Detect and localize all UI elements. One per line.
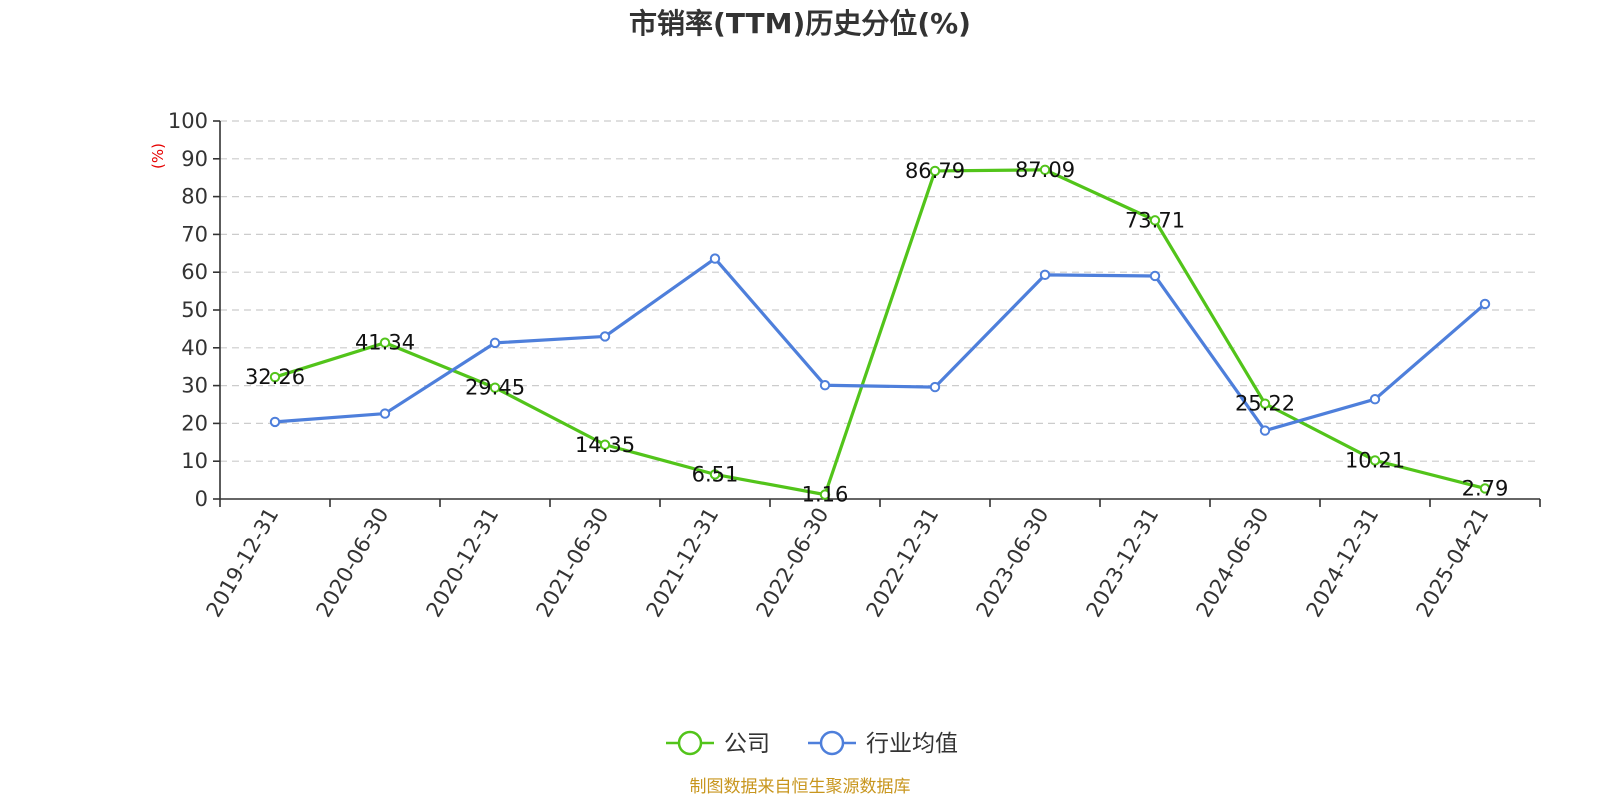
data-point[interactable] — [1479, 483, 1491, 494]
data-point[interactable] — [1369, 394, 1381, 405]
data-point[interactable] — [1039, 269, 1051, 281]
data-label: 1.16 — [802, 483, 849, 507]
data-label: 87.09 — [1015, 158, 1075, 182]
y-tick-label: 20 — [181, 411, 208, 435]
y-tick-label: 50 — [181, 298, 208, 322]
data-point[interactable] — [929, 381, 941, 393]
data-point[interactable] — [379, 337, 391, 348]
legend[interactable]: 公司 行业均值 — [666, 730, 958, 757]
legend-item-1[interactable]: 行业均值 — [808, 730, 958, 757]
x-tick-label: 2024-06-30 — [1192, 504, 1274, 622]
data-label: 32.26 — [245, 365, 305, 389]
y-tick-label: 0 — [195, 487, 208, 511]
x-tick-label: 2020-06-30 — [312, 504, 394, 622]
data-point[interactable] — [819, 380, 831, 391]
y-tick-label: 60 — [181, 260, 208, 284]
y-tick-label: 80 — [181, 185, 208, 209]
y-tick-label: 30 — [181, 374, 208, 398]
source-note: 制图数据来自恒生聚源数据库 — [690, 777, 911, 797]
data-point[interactable] — [1369, 455, 1381, 466]
x-tick-label: 2024-12-31 — [1302, 504, 1384, 622]
data-point[interactable] — [379, 408, 391, 419]
data-point[interactable] — [489, 382, 501, 393]
data-point[interactable] — [599, 331, 611, 342]
data-point[interactable] — [1479, 298, 1491, 310]
data-label: 86.79 — [905, 159, 965, 183]
series-line-1 — [274, 256, 1487, 433]
data-label: 14.35 — [575, 433, 635, 457]
x-tick-label: 2021-06-30 — [532, 504, 614, 622]
data-label: 73.71 — [1125, 208, 1185, 232]
legend-marker — [677, 730, 703, 756]
x-tick-label: 2022-06-30 — [752, 504, 834, 622]
y-tick-label: 90 — [181, 147, 208, 171]
data-labels: 32.26 41.34 29.45 14.35 6.51 1.16 86.79 87.09 73… — [245, 158, 1508, 507]
x-tick-label: 2019-12-31 — [202, 504, 284, 622]
x-tick-label: 2023-12-31 — [1082, 504, 1164, 622]
data-label: 29.45 — [465, 376, 525, 400]
chart-title: 市销率(TTM)历史分位(%) — [629, 7, 971, 40]
x-tick-label: 2023-06-30 — [972, 504, 1054, 622]
data-point[interactable] — [1259, 398, 1271, 409]
data-point[interactable] — [819, 489, 831, 500]
grid-lines — [220, 120, 1540, 462]
data-point[interactable] — [1259, 425, 1271, 436]
legend-label: 行业均值 — [866, 731, 958, 757]
legend-item-0[interactable]: 公司 — [666, 730, 770, 757]
x-tick-label: 2025-04-21 — [1412, 504, 1494, 622]
data-point[interactable] — [1149, 215, 1161, 226]
data-label: 25.22 — [1235, 392, 1295, 416]
x-tick-label: 2020-12-31 — [422, 504, 504, 622]
data-point[interactable] — [1149, 270, 1161, 282]
y-tick-label: 100 — [168, 109, 208, 133]
series-line-0 — [274, 168, 1486, 497]
data-point[interactable] — [489, 337, 501, 349]
y-tick-label: 40 — [181, 336, 208, 360]
data-point[interactable] — [1039, 164, 1051, 175]
y-axis-label: (%) — [149, 143, 167, 169]
x-tick-label: 2022-12-31 — [862, 504, 944, 622]
data-label: 6.51 — [692, 462, 739, 486]
data-point[interactable] — [269, 416, 281, 428]
y-tick-label: 70 — [181, 222, 208, 246]
legend-label: 公司 — [724, 731, 770, 757]
y-tick-label: 10 — [181, 449, 208, 473]
data-label: 2.79 — [1462, 476, 1509, 500]
legend-marker — [819, 730, 845, 756]
x-tick-label: 2021-12-31 — [642, 504, 724, 622]
data-label: 41.34 — [355, 331, 415, 355]
series-lines — [269, 164, 1491, 500]
data-point[interactable] — [929, 165, 941, 177]
data-point[interactable] — [599, 439, 611, 450]
axes: 0 10 20 30 40 50 60 70 80 90 100 2019-12-31 2020-06-… — [168, 109, 1541, 622]
data-point[interactable] — [269, 371, 281, 383]
data-point[interactable] — [709, 469, 721, 480]
data-label: 10.21 — [1345, 448, 1405, 472]
data-point[interactable] — [709, 253, 721, 264]
